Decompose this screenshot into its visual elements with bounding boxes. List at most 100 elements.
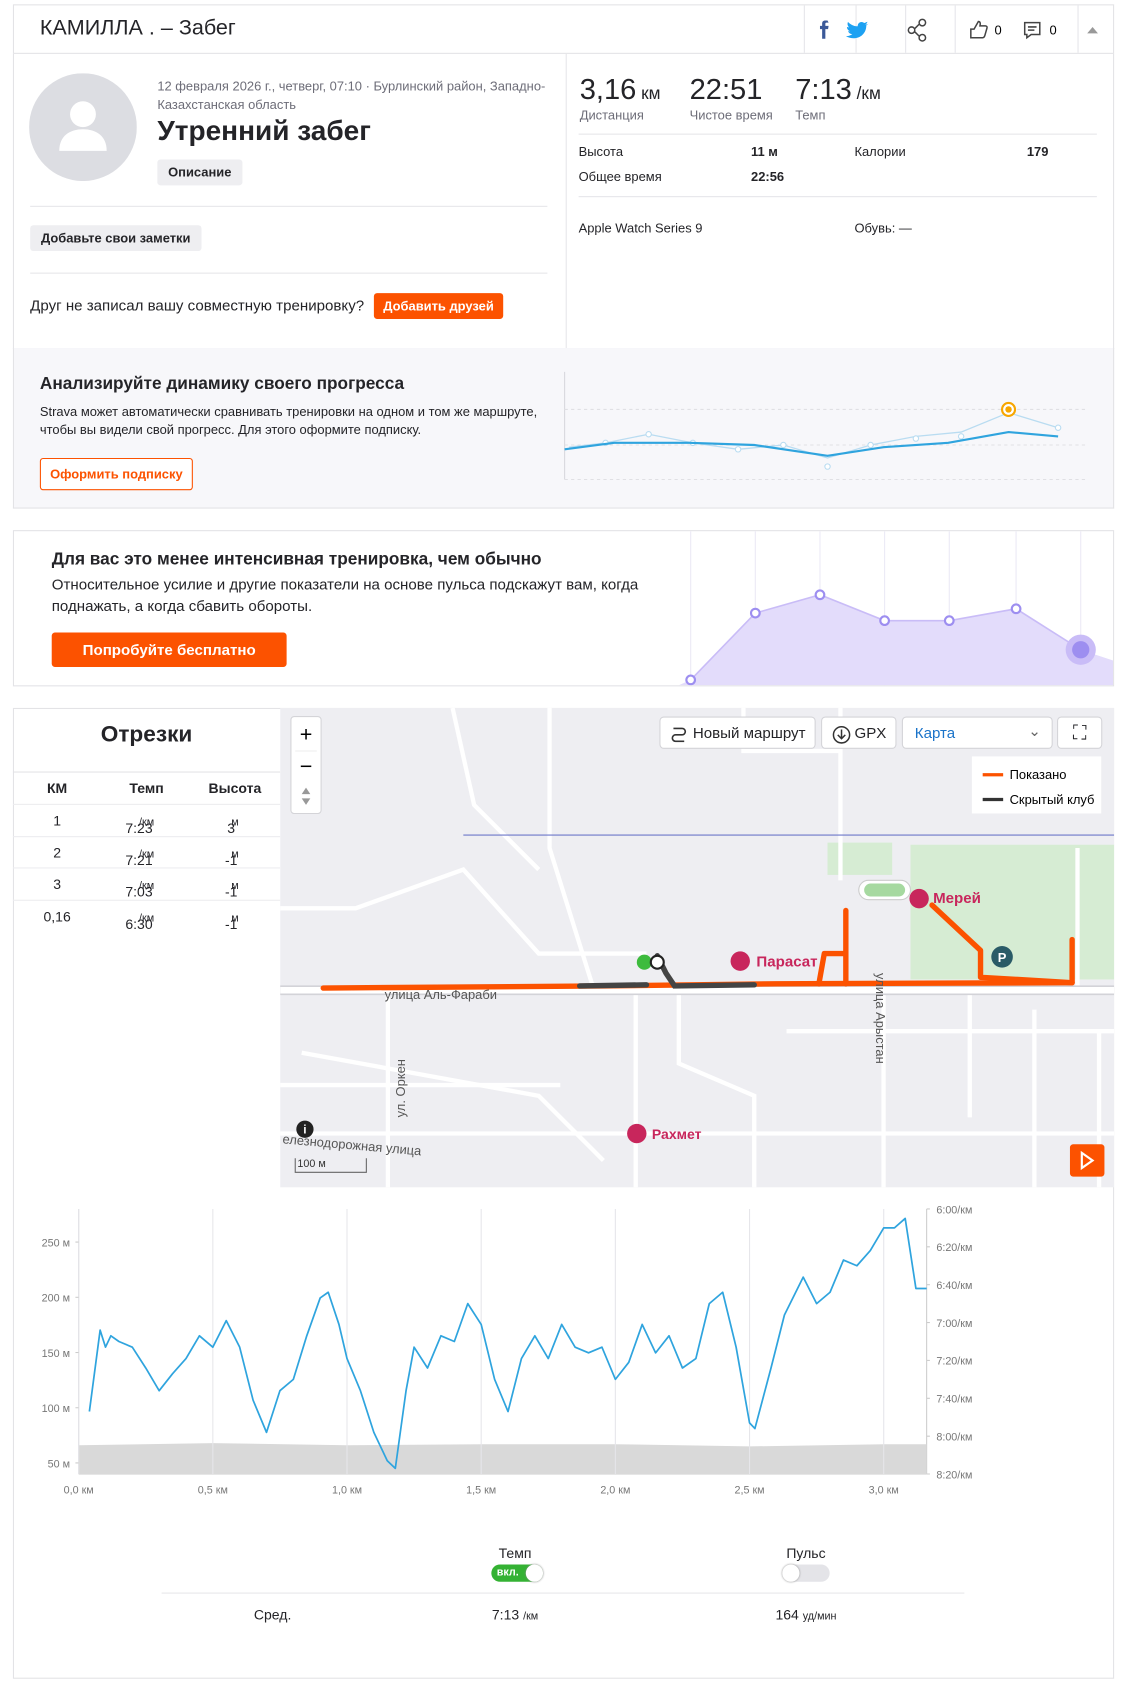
pace: 7:03 /км (125, 876, 155, 899)
value: -1 (224, 883, 238, 900)
value: 6:30 (125, 915, 153, 932)
avg-pace: 7:13 /км (492, 1607, 538, 1623)
y-tick-label: 150 м (42, 1348, 70, 1360)
description-button[interactable]: Описание (157, 159, 243, 186)
value: -1 (224, 851, 238, 868)
select-label: Карта (914, 724, 956, 742)
unit: /км (138, 880, 155, 893)
page-title: КАМИЛЛА . – Забег (39, 16, 236, 40)
stat-distance: 3,16 км (580, 73, 661, 106)
elevation: -1 м (225, 908, 239, 931)
value: -1 (224, 915, 238, 932)
splits-row: 3 7:03 /км -1 м (12, 867, 281, 900)
column-header: Темп (129, 780, 164, 797)
subscribe-button[interactable]: Оформить подписку (39, 457, 193, 491)
map-type-select[interactable]: Карта ⌄ (901, 716, 1053, 749)
street-label: улица Арыстан (873, 973, 888, 1064)
stat-label: Чистое время (689, 107, 773, 123)
stat-label: Дистанция (579, 107, 644, 123)
kudos-icon[interactable] (970, 20, 988, 39)
svg-text:i: i (303, 1123, 306, 1137)
comment-count: 0 (1049, 22, 1056, 37)
value: 3 (227, 819, 236, 837)
twitter-icon[interactable] (845, 21, 869, 39)
y-tick-label: 100 м (42, 1403, 70, 1415)
progress-promo (12, 348, 1115, 509)
stat-value: 11 м (751, 144, 778, 160)
kudos-count: 0 (995, 22, 1002, 37)
comment-icon[interactable] (1023, 21, 1041, 40)
stat-unit: /км (856, 85, 881, 104)
divider (30, 205, 548, 207)
map-legend: Показано Скрытый клуб (971, 756, 1102, 814)
y2-tick-label: 7:20/км (936, 1356, 972, 1368)
download-icon (832, 726, 851, 744)
promo-title: Анализируйте динамику своего прогресса (39, 374, 405, 394)
y2-tick-label: 8:20/км (936, 1469, 972, 1481)
share-icon[interactable] (907, 18, 927, 42)
friends-text: Друг не записал вашу совместную трениров… (30, 296, 365, 314)
place-label: Парасат (756, 954, 817, 971)
splits-title: Отрезки (100, 721, 193, 747)
y2-tick-label: 6:00/км (936, 1204, 972, 1216)
legend-label: Показано (1010, 767, 1067, 782)
pace-toggle[interactable]: вкл. (491, 1564, 544, 1582)
gpx-button[interactable]: GPX (821, 716, 897, 749)
y2-tick-label: 7:00/км (936, 1318, 972, 1330)
km: 1 (53, 812, 62, 829)
y-tick-label: 200 м (42, 1293, 70, 1305)
stat-label: Калории (854, 144, 906, 160)
toggle-label: Пульс (786, 1545, 826, 1562)
avg-label: Сред. (253, 1606, 292, 1623)
notes-button[interactable]: Добавьте свои заметки (30, 225, 202, 252)
column-header: КМ (46, 780, 68, 797)
route-shown (320, 902, 1075, 991)
fullscreen-button[interactable]: ⛶ (1057, 716, 1103, 749)
stat-value: 3,16 (579, 73, 637, 106)
collapse-icon[interactable] (1087, 26, 1098, 34)
value: 7:13 (491, 1606, 520, 1623)
y2-tick-label: 6:20/км (936, 1242, 972, 1254)
svg-text:−: − (300, 754, 313, 779)
toggle-state: вкл. (496, 1566, 519, 1579)
km: 3 (53, 876, 62, 893)
map-scale: 100 м (297, 1158, 325, 1170)
stat-label: Общее время (578, 169, 662, 185)
promo-title: Для вас это менее интенсивная тренировка… (51, 550, 542, 569)
zoom-controls[interactable]: +− (290, 715, 322, 815)
separator (954, 5, 956, 53)
roads (280, 707, 1115, 1188)
flyby-button[interactable] (1069, 1144, 1105, 1177)
y-tick-label: 50 м (48, 1458, 70, 1470)
intensity-illustration (678, 531, 1114, 686)
pace: 7:21 /км (125, 844, 154, 868)
facebook-icon[interactable] (819, 20, 829, 39)
place-label: Рахмет (652, 1126, 702, 1142)
unit: /км (523, 1610, 539, 1623)
value: 7:21 (125, 851, 153, 868)
promo-text: Strava может автоматически сравнивать тр… (39, 404, 538, 438)
add-friends-button[interactable]: Добавить друзей (373, 293, 504, 319)
progress-illustration (564, 371, 1089, 481)
pace-line (88, 1217, 927, 1470)
value: 7:23 (125, 819, 153, 837)
pace: 6:30 /км (125, 908, 154, 931)
try-free-button[interactable]: Попробуйте бесплатно (51, 632, 287, 667)
stat-value: 22:56 (751, 169, 785, 185)
y2-tick-label: 6:40/км (936, 1280, 972, 1292)
activity-name: Утренний забег (157, 114, 371, 147)
separator (905, 5, 907, 53)
stat-moving-time: 22:51 (689, 73, 763, 106)
divider (578, 196, 1097, 198)
divider (161, 1592, 965, 1594)
x-tick-label: 2,5 км (734, 1484, 764, 1496)
column-header: Высота (208, 780, 262, 797)
separator (1077, 5, 1079, 53)
x-tick-label: 3,0 км (869, 1484, 899, 1496)
avatar (29, 73, 137, 182)
button-label: Новый маршрут (692, 724, 806, 742)
hr-toggle[interactable] (782, 1564, 830, 1582)
route-map: +− Показано Скрытый клуб Мерей Парасат Р… (280, 707, 1115, 1188)
stat-value: 179 (1026, 144, 1049, 160)
